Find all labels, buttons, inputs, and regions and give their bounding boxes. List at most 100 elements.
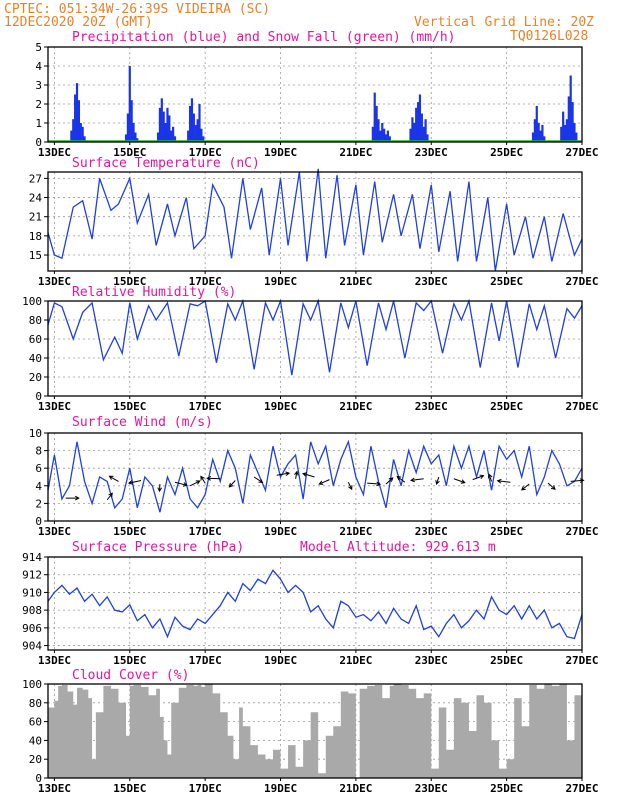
x-tick-label: 19DEC — [264, 654, 297, 667]
precip-bar — [128, 66, 131, 142]
x-tick-label: 27DEC — [565, 525, 598, 538]
precip-bar — [562, 111, 565, 142]
x-tick-label: 15DEC — [113, 525, 146, 538]
y-tick-label: 6 — [35, 462, 42, 475]
wind-arrow-head — [460, 479, 466, 484]
x-tick-label: 27DEC — [565, 275, 598, 288]
wind-arrow-head — [182, 482, 188, 487]
wind-arrow-head — [496, 478, 502, 484]
y-tick-label: 2 — [35, 497, 42, 510]
precip-bar — [388, 136, 391, 142]
wind-arrow — [253, 476, 263, 483]
precip-bar — [411, 117, 414, 142]
x-tick-label: 25DEC — [490, 400, 523, 413]
wind-arrow-head — [410, 477, 415, 483]
series-line — [47, 439, 583, 513]
temperature-panel: 15 18 21 24 27 13DEC 15DEC 17DEC 19DEC 21DEC 23DEC… — [29, 168, 599, 288]
precip-bar — [381, 123, 384, 142]
precip-bar — [567, 96, 570, 142]
series-line — [47, 569, 583, 640]
precip-bar — [70, 130, 73, 142]
x-tick-label: 23DEC — [415, 146, 448, 159]
humidity-panel: 0 20 40 60 80 100 13DEC 15DEC 17DEC 19DEC 21DEC 23D… — [22, 295, 598, 413]
precip-bar — [420, 113, 423, 142]
precip-bar — [409, 128, 412, 142]
precip-bar — [379, 130, 382, 142]
x-tick-label: 17DEC — [189, 275, 222, 288]
wind-arrow-head — [348, 485, 353, 491]
wind-arrow-head — [318, 480, 324, 485]
precip-bar — [386, 130, 390, 142]
y-tick-label: 80 — [29, 314, 42, 327]
precip-bar — [83, 136, 86, 142]
x-tick-label: 13DEC — [38, 654, 71, 667]
wind-arrow — [385, 477, 394, 485]
wind-arrow-head — [388, 477, 394, 482]
y-tick-label: 3 — [35, 79, 42, 92]
y-tick-label: 0 — [35, 515, 42, 528]
wind-arrow — [128, 480, 142, 484]
y-tick-label: 4 — [35, 60, 42, 73]
wind-arrow-head — [376, 481, 382, 487]
precip-bar — [541, 124, 544, 142]
y-tick-label: 100 — [22, 678, 42, 691]
x-tick-label: 21DEC — [339, 400, 372, 413]
wind-title: Surface Wind (m/s) — [72, 415, 213, 430]
wind-panel: 0 2 4 6 8 10 13DEC 15DEC 17DEC 19DEC 21DEC 23DEC 25D… — [29, 427, 599, 538]
precip-bar — [134, 132, 137, 142]
y-tick-label: 0 — [35, 136, 42, 149]
wind-arrow-head — [520, 486, 526, 491]
y-tick-label: 4 — [35, 480, 42, 493]
precip-bar — [539, 130, 542, 142]
station-header: CPTEC: 051:34W-26:39S VIDEIRA (SC) — [4, 2, 270, 17]
rh-title: Relative Humidity (%) — [72, 285, 236, 300]
y-tick-label: 906 — [22, 622, 42, 635]
precip-bar — [74, 94, 77, 142]
wind-arrow-head — [579, 478, 585, 483]
precip-bar — [75, 83, 79, 142]
precip-bar — [190, 98, 194, 142]
series-line — [47, 168, 583, 272]
precip-bar — [416, 102, 420, 142]
precip-bar — [156, 132, 160, 142]
wind-arrow-head — [195, 480, 201, 485]
wind-arrow — [200, 476, 206, 484]
x-tick-label: 19DEC — [264, 275, 297, 288]
precip-bar — [196, 119, 199, 142]
x-tick-label: 17DEC — [189, 654, 222, 667]
y-tick-label: 1 — [35, 117, 42, 130]
y-tick-label: 0 — [35, 390, 42, 403]
x-tick-label: 17DEC — [189, 525, 222, 538]
precipitation-panel: 0 1 2 3 4 5 13DEC 15DEC 17DEC 19DEC 21DEC 23DEC 25DE… — [35, 41, 598, 159]
precip-bar — [164, 123, 167, 142]
precip-bar — [77, 100, 81, 142]
x-tick-label: 25DEC — [490, 782, 523, 795]
precip-bar — [424, 119, 427, 142]
wind-arrow-head — [258, 478, 264, 484]
precip-bar — [565, 119, 569, 142]
y-tick-label: 10 — [29, 427, 42, 440]
precip-bar — [173, 136, 177, 142]
wind-arrow — [276, 472, 290, 476]
x-tick-label: 27DEC — [565, 400, 598, 413]
x-tick-label: 23DEC — [415, 400, 448, 413]
x-tick-label: 27DEC — [565, 146, 598, 159]
wind-arrow-head — [285, 471, 291, 477]
wind-arrow — [302, 473, 315, 478]
y-tick-label: 912 — [22, 569, 42, 582]
wind-arrow-head — [206, 476, 212, 481]
wind-arrow-head — [479, 474, 485, 479]
precip-bar — [72, 119, 75, 142]
precip-bar — [418, 94, 422, 142]
panel-frame — [47, 300, 583, 397]
x-tick-label: 19DEC — [264, 400, 297, 413]
y-tick-label: 0 — [35, 772, 42, 785]
precip-bar — [383, 128, 386, 142]
y-tick-label: 100 — [22, 295, 42, 308]
model-code: TQ0126L028 — [510, 29, 588, 44]
x-tick-label: 15DEC — [113, 654, 146, 667]
wind-arrow — [521, 483, 530, 491]
panel-frame — [47, 46, 583, 143]
wind-arrow — [347, 482, 353, 490]
precip-bar — [371, 126, 374, 142]
